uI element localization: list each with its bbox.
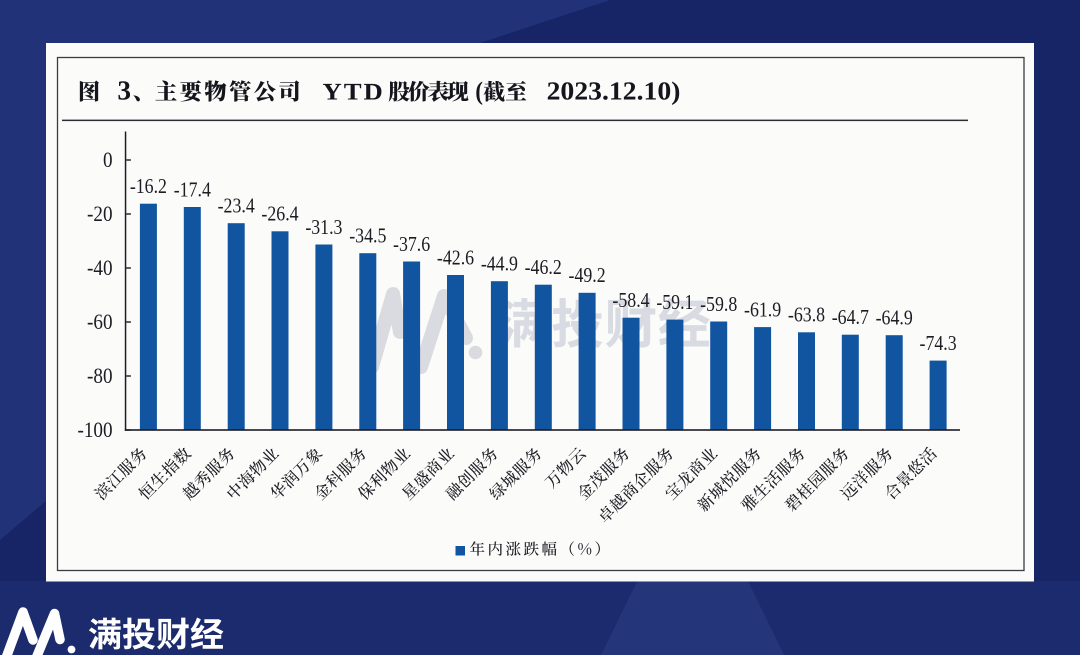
svg-text:-44.9: -44.9	[481, 253, 518, 276]
svg-text:-46.2: -46.2	[525, 257, 562, 280]
svg-text:-17.4: -17.4	[174, 179, 211, 202]
svg-text:-37.6: -37.6	[393, 234, 430, 257]
svg-text:-16.2: -16.2	[130, 176, 167, 199]
svg-text:-23.4: -23.4	[218, 195, 255, 218]
svg-text:-61.9: -61.9	[744, 299, 781, 322]
svg-text:-20: -20	[87, 201, 112, 227]
svg-text:-26.4: -26.4	[261, 203, 298, 226]
svg-text:-59.8: -59.8	[700, 294, 737, 317]
svg-text:-64.9: -64.9	[876, 307, 913, 330]
svg-text:-40: -40	[87, 255, 112, 281]
svg-text:-31.3: -31.3	[305, 217, 342, 240]
svg-text:-42.6: -42.6	[437, 247, 474, 270]
svg-text:-59.1: -59.1	[656, 292, 693, 315]
svg-text:0: 0	[103, 147, 113, 173]
svg-text:-80: -80	[87, 363, 112, 389]
svg-text:-34.5: -34.5	[349, 225, 386, 248]
svg-text:-49.2: -49.2	[569, 265, 606, 288]
svg-text:-60: -60	[87, 309, 112, 335]
svg-text:-74.3: -74.3	[920, 333, 957, 356]
svg-text:-100: -100	[77, 417, 112, 443]
svg-text:-58.4: -58.4	[612, 290, 649, 313]
svg-text:-63.8: -63.8	[788, 304, 825, 327]
svg-text:-64.7: -64.7	[832, 307, 869, 330]
